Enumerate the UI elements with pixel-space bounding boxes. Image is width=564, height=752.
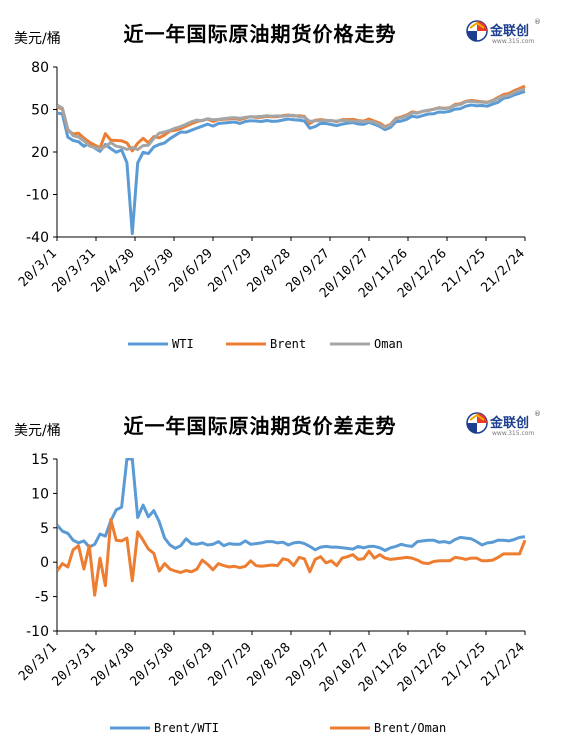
y-tick-label: 50	[31, 103, 49, 119]
series-line-oman	[57, 87, 526, 152]
y-tick-label: 0	[40, 555, 49, 571]
chart-title: 近一年国际原油期货价差走势	[123, 414, 397, 438]
chart-title: 近一年国际原油期货价格走势	[123, 22, 397, 46]
legend-label: Brent/WTI	[154, 721, 219, 735]
spread-chart-svg: 151050-5-1020/3/120/3/3120/4/3020/5/3020…	[16, 452, 528, 735]
y-tick-label: 15	[31, 452, 49, 468]
y-tick-label: -10	[26, 624, 49, 640]
series-line-brent-oman	[57, 518, 527, 597]
logo-url: www.315.com	[492, 430, 535, 437]
spread-chart-panel: 15 10 5 0 -5 -10 20/3/1 20/3/31 20/4/30 20/5/30 20…	[0, 380, 564, 752]
x-tick-label: 21/2/24	[478, 640, 527, 689]
logo-mark-icon	[466, 20, 488, 42]
price-chart-svg: 805020-10-4020/3/120/3/3120/4/3020/5/302…	[16, 60, 528, 351]
logo-mark-icon	[466, 412, 488, 434]
y-tick-label: -40	[26, 230, 49, 246]
y-unit-label: 美元/桶	[14, 31, 61, 47]
y-tick-label: 10	[31, 486, 49, 502]
brand-logo: 金联创 www.315.com ®	[466, 18, 541, 48]
y-tick-label: 5	[40, 521, 49, 537]
registered-mark-icon: ®	[534, 410, 541, 418]
legend-label: Brent/Oman	[374, 721, 446, 735]
x-tick-label: 21/2/24	[478, 246, 527, 295]
legend-label: Brent	[270, 337, 306, 351]
series-line-wti	[57, 90, 526, 236]
y-tick-label: 20	[31, 145, 49, 161]
price-chart-panel: 80 50 20 -10 -40 20/3/1 20/3/31 20/4/30 20/5/30 2…	[0, 0, 564, 370]
legend-label: WTI	[172, 337, 194, 351]
y-tick-label: -10	[26, 188, 49, 204]
logo-name: 金联创	[490, 24, 530, 39]
y-tick-label: -5	[35, 590, 49, 606]
logo-url: www.315.com	[492, 38, 535, 45]
legend-label: Oman	[374, 337, 403, 351]
registered-mark-icon: ®	[534, 18, 541, 26]
y-tick-label: 80	[31, 60, 49, 76]
y-unit-label: 美元/桶	[14, 423, 61, 439]
logo-name: 金联创	[490, 416, 530, 431]
series-line-brent-wti	[57, 458, 526, 552]
brand-logo: 金联创 www.315.com ®	[466, 410, 541, 440]
